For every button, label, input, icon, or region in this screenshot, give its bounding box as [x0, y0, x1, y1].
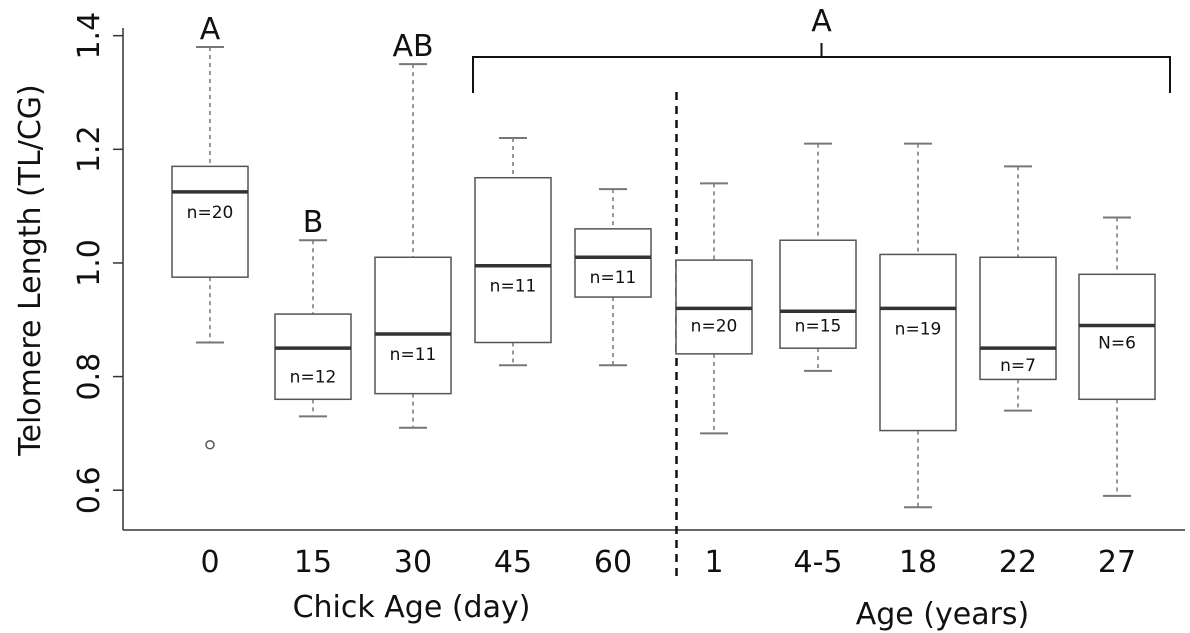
significance-bracket: [472, 56, 1171, 93]
sample-size-label: n=11: [590, 268, 637, 288]
box-iqr: [1078, 273, 1156, 401]
y-tick-label: 1.2: [72, 125, 107, 173]
sample-size-label: n=19: [895, 319, 942, 339]
significance-letter: B: [303, 205, 324, 240]
bracket-letter: A: [811, 4, 832, 39]
y-axis-title: Telomere Length (TL/CG): [13, 84, 48, 456]
sample-size-label: n=15: [795, 316, 842, 336]
y-tick-label: 1.0: [72, 239, 107, 287]
x-tick-label: 30: [394, 545, 432, 580]
x-tick-label: 27: [1098, 545, 1136, 580]
box-iqr: [374, 256, 452, 395]
significance-letter: AB: [392, 29, 433, 64]
group-axis-title: Chick Age (day): [293, 590, 531, 625]
sample-size-label: n=11: [490, 277, 537, 297]
significance-letter: A: [200, 12, 221, 47]
x-tick-label: 4-5: [794, 545, 843, 580]
sample-size-label: N=6: [1098, 334, 1136, 354]
x-tick-label: 22: [999, 545, 1037, 580]
x-tick-label: 45: [494, 545, 532, 580]
group-axis-title: Age (years): [856, 597, 1030, 632]
x-tick-label: 15: [294, 545, 332, 580]
box-iqr: [171, 165, 249, 278]
box-iqr: [474, 176, 552, 344]
x-tick-label: 60: [594, 545, 632, 580]
x-tick-label: 18: [899, 545, 937, 580]
sample-size-label: n=7: [1000, 356, 1036, 376]
box-iqr: [574, 228, 652, 298]
y-tick-label: 0.6: [72, 466, 107, 514]
box-iqr: [779, 239, 857, 349]
box-iqr: [879, 253, 957, 432]
sample-size-label: n=12: [290, 368, 337, 388]
box-iqr: [979, 256, 1057, 381]
sample-size-label: n=20: [187, 203, 234, 223]
y-tick-label: 0.8: [72, 353, 107, 401]
x-tick-label: 1: [704, 545, 723, 580]
sample-size-label: n=11: [390, 345, 437, 365]
box-iqr: [274, 313, 352, 401]
y-tick-label: 1.4: [72, 12, 107, 60]
sample-size-label: n=20: [691, 316, 738, 336]
outlier-point: [205, 440, 215, 450]
x-tick-label: 0: [200, 545, 219, 580]
